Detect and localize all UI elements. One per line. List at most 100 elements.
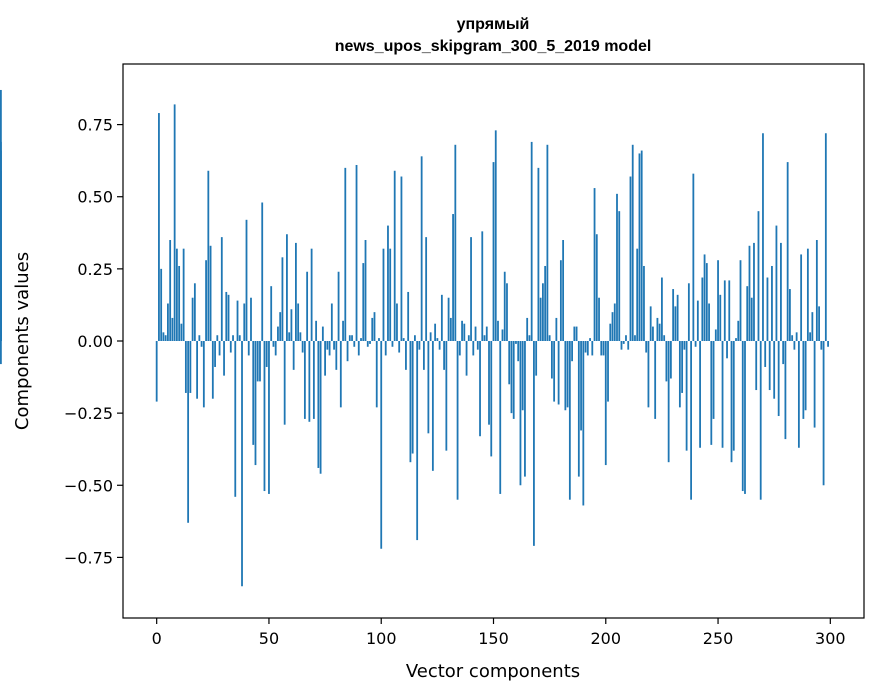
bar-141 — [472, 341, 475, 356]
x-tick-label: 100 — [366, 629, 397, 648]
bar-23 — [207, 170, 210, 341]
bar-113 — [409, 341, 412, 463]
bar-227 — [665, 341, 668, 382]
bar-246 — [708, 303, 710, 341]
bar-220 — [649, 306, 652, 341]
bar-153 — [499, 341, 502, 494]
bar-240 — [694, 341, 697, 347]
bar-39 — [243, 303, 246, 341]
bar-282 — [789, 289, 791, 341]
bar-undefined — [0, 341, 2, 365]
bar-292 — [811, 312, 814, 341]
bar-31 — [225, 291, 228, 341]
y-axis-ticks: −0.75 −0.50 −0.25 0.00 0.25 0.50 0.75 — [64, 116, 123, 567]
bar-165 — [526, 317, 529, 341]
bar-152 — [497, 320, 499, 341]
bar-61 — [292, 341, 295, 370]
bar-175 — [548, 335, 551, 341]
bar-80 — [335, 341, 338, 370]
bar-280 — [784, 341, 787, 440]
bar-107 — [396, 303, 398, 341]
bar-101 — [382, 248, 385, 341]
bar-204 — [613, 303, 616, 341]
bar-212 — [631, 144, 634, 341]
bar-79 — [333, 341, 335, 350]
chart-title-line2: news_upos_skipgram_300_5_2019 model — [335, 38, 652, 55]
bar-54 — [277, 326, 279, 341]
bar-202 — [609, 323, 612, 341]
bar-223 — [656, 317, 659, 341]
bar-106 — [393, 170, 396, 341]
bar-29 — [220, 237, 223, 341]
bar-93 — [364, 240, 367, 341]
bar-262 — [744, 341, 746, 494]
bar-256 — [730, 341, 733, 463]
bar-41 — [247, 341, 250, 356]
bar-5 — [167, 303, 169, 341]
bar-28 — [218, 341, 221, 356]
bar-126 — [438, 341, 441, 350]
bar-167 — [530, 141, 533, 341]
bar-92 — [362, 263, 365, 341]
bar-293 — [813, 341, 816, 428]
plot-frame — [122, 63, 865, 619]
bar-170 — [537, 167, 540, 341]
bar-105 — [391, 341, 394, 347]
bar-269 — [759, 341, 762, 500]
bar-260 — [739, 260, 742, 341]
bar-290 — [806, 248, 809, 341]
bar-275 — [773, 341, 776, 399]
bar-94 — [366, 341, 369, 347]
bar-171 — [539, 297, 542, 341]
bar-63 — [297, 303, 300, 341]
bar-215 — [638, 153, 641, 341]
bar-192 — [586, 341, 589, 356]
bar-174 — [546, 144, 549, 341]
bar-119 — [422, 341, 425, 370]
bar-81 — [337, 271, 340, 341]
bar-177 — [553, 341, 556, 402]
bar-89 — [355, 164, 358, 341]
bar-176 — [550, 341, 553, 379]
x-tick-label: 300 — [815, 629, 846, 648]
bar-288 — [802, 341, 805, 419]
bar-173 — [544, 265, 547, 341]
bar-186 — [573, 326, 576, 341]
bar-157 — [508, 341, 511, 385]
bar-22 — [205, 260, 207, 341]
bar-231 — [674, 306, 677, 341]
bar-277 — [777, 341, 780, 417]
bar-7 — [171, 317, 174, 341]
bar-14 — [187, 341, 190, 523]
bar-95 — [369, 341, 371, 344]
bar-109 — [400, 176, 403, 341]
bar-84 — [344, 167, 347, 341]
bar-161 — [517, 341, 520, 362]
bar-185 — [571, 341, 573, 362]
y-tick-label: 0.50 — [77, 188, 113, 207]
bar-76 — [326, 341, 329, 350]
bar-276 — [775, 225, 778, 341]
bar-67 — [306, 271, 309, 341]
bar-19 — [198, 335, 201, 341]
bar-238 — [690, 341, 692, 500]
bar-187 — [575, 326, 578, 341]
bar-65 — [301, 341, 304, 353]
bar-211 — [629, 176, 632, 341]
bar-58 — [286, 234, 288, 341]
bar-217 — [643, 265, 645, 341]
bar-60 — [290, 309, 293, 341]
bar-178 — [555, 317, 558, 341]
bar-284 — [793, 341, 796, 350]
bar-278 — [780, 242, 782, 341]
bar-128 — [443, 341, 445, 370]
bar-203 — [611, 312, 614, 341]
bar-8 — [173, 104, 176, 342]
bar-252 — [721, 341, 724, 448]
bar-136 — [461, 320, 463, 341]
bar-221 — [652, 326, 654, 341]
bar-36 — [236, 300, 239, 341]
bar-286 — [797, 341, 800, 448]
bar-160 — [515, 341, 517, 344]
bar-196 — [595, 234, 598, 341]
